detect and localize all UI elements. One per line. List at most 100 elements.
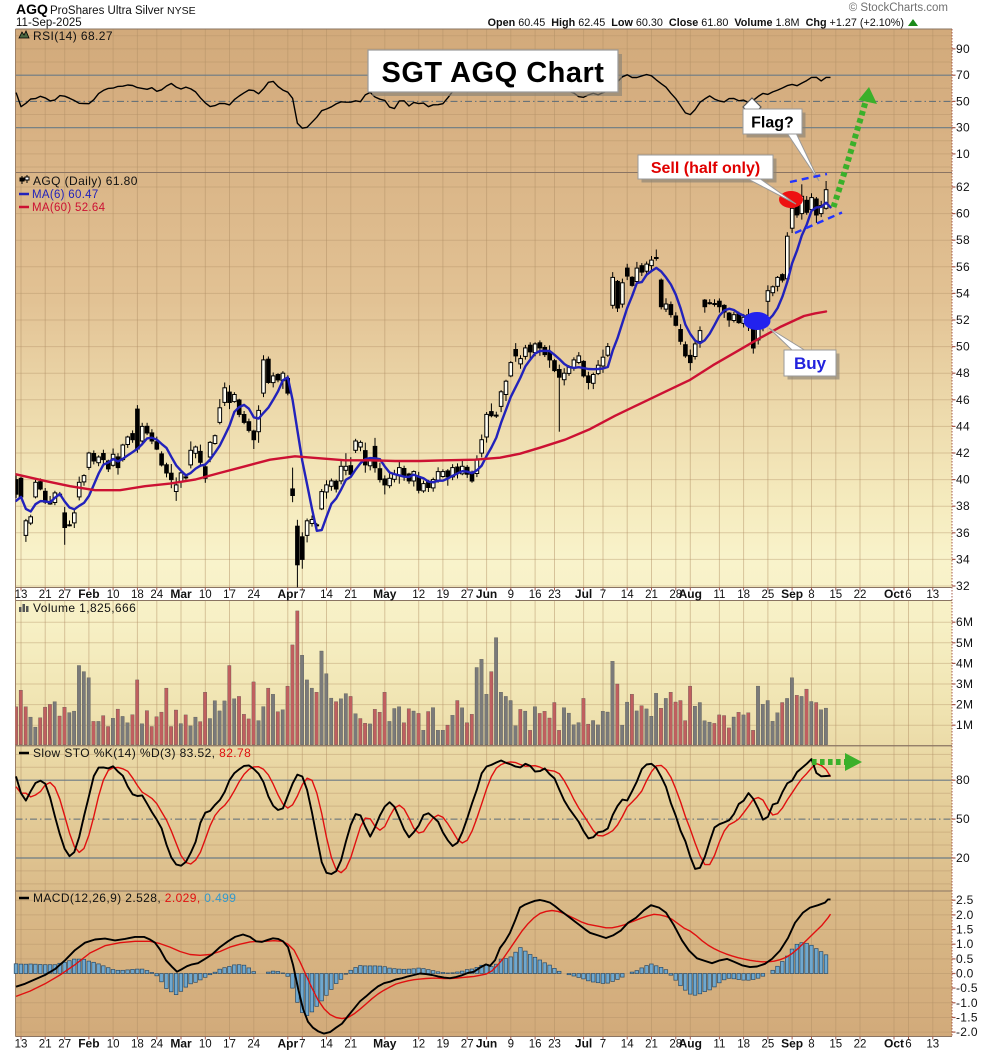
svg-text:50: 50 [956,812,970,826]
svg-text:25: 25 [762,589,775,601]
svg-text:48: 48 [956,366,970,380]
svg-text:2.0: 2.0 [956,908,974,922]
svg-text:-0.5: -0.5 [956,981,978,995]
svg-text:9: 9 [508,589,514,601]
svg-text:34: 34 [956,552,970,566]
svg-text:7: 7 [299,1039,305,1051]
svg-text:56: 56 [956,260,970,274]
svg-text:Aug: Aug [679,587,702,601]
svg-text:30: 30 [956,121,970,135]
svg-text:50: 50 [956,340,970,354]
svg-text:-1.0: -1.0 [956,996,978,1010]
svg-text:10: 10 [107,589,120,601]
svg-text:10: 10 [956,147,970,161]
svg-text:6: 6 [905,1039,911,1051]
svg-text:28: 28 [669,589,682,601]
svg-text:21: 21 [645,589,658,601]
svg-text:Open 60.45 High 62.45 Low 60: Open 60.45 High 62.45 Low 60.30 Close 61… [488,17,904,29]
svg-text:Flag?: Flag? [751,114,794,131]
svg-text:5M: 5M [956,636,973,650]
svg-text:Mar: Mar [170,1037,192,1051]
svg-text:20: 20 [956,851,970,865]
svg-text:27: 27 [58,589,71,601]
svg-text:6: 6 [905,589,911,601]
svg-text:58: 58 [956,233,970,247]
svg-text:7: 7 [600,589,606,601]
svg-text:23: 23 [548,1039,561,1051]
svg-text:Aug: Aug [679,1037,702,1051]
svg-text:12: 12 [412,589,425,601]
svg-text:May: May [373,1037,397,1051]
svg-text:0.5: 0.5 [956,952,974,966]
svg-text:24: 24 [150,589,163,601]
svg-text:Mar: Mar [170,587,192,601]
svg-text:9: 9 [508,1039,514,1051]
svg-text:Jul: Jul [575,587,592,601]
svg-text:13: 13 [15,1039,28,1051]
svg-text:18: 18 [131,589,144,601]
svg-text:6M: 6M [956,615,973,629]
svg-text:24: 24 [247,589,260,601]
svg-text:21: 21 [39,1039,52,1051]
svg-text:ProShares Ultra Silver: ProShares Ultra Silver [50,5,164,17]
svg-text:17: 17 [223,1039,236,1051]
svg-text:25: 25 [762,1039,775,1051]
svg-text:13: 13 [926,589,939,601]
svg-text:22: 22 [854,1039,867,1051]
svg-text:Jun: Jun [476,1037,497,1051]
svg-text:10: 10 [107,1039,120,1051]
svg-text:46: 46 [956,393,970,407]
svg-text:11: 11 [713,589,725,601]
svg-text:MA(6) 60.47: MA(6) 60.47 [32,189,99,201]
svg-text:21: 21 [645,1039,658,1051]
svg-text:7: 7 [299,589,305,601]
svg-text:18: 18 [737,589,750,601]
svg-text:40: 40 [956,473,970,487]
svg-text:15: 15 [829,1039,842,1051]
svg-text:7: 7 [600,1039,606,1051]
svg-text:21: 21 [344,589,357,601]
svg-text:1.0: 1.0 [956,937,974,951]
svg-text:27: 27 [461,1039,474,1051]
svg-text:28: 28 [669,1039,682,1051]
svg-text:Jul: Jul [575,1037,592,1051]
svg-text:NYSE: NYSE [167,5,196,17]
svg-text:17: 17 [223,589,236,601]
svg-text:38: 38 [956,499,970,513]
svg-text:60: 60 [956,207,970,221]
svg-text:AGQ: AGQ [16,1,48,17]
svg-text:© StockCharts.com: © StockCharts.com [849,2,948,14]
svg-text:8: 8 [808,589,814,601]
svg-text:19: 19 [437,1039,450,1051]
svg-text:13: 13 [15,589,28,601]
svg-text:2.5: 2.5 [956,893,974,907]
svg-text:50: 50 [956,94,970,108]
svg-text:90: 90 [956,42,970,56]
svg-text:-1.5: -1.5 [956,1011,978,1025]
svg-text:14: 14 [621,589,634,601]
svg-text:SGT AGQ Chart: SGT AGQ Chart [382,57,605,89]
svg-text:Slow STO %K(14) %D(3) 83.52, 8: Slow STO %K(14) %D(3) 83.52, 82.78 [33,746,251,760]
svg-text:MA(60) 52.64: MA(60) 52.64 [32,202,106,214]
svg-text:22: 22 [854,589,867,601]
svg-text:-2.0: -2.0 [956,1025,978,1039]
svg-text:Feb: Feb [78,587,99,601]
svg-text:1.5: 1.5 [956,923,974,937]
svg-text:2M: 2M [956,698,973,712]
svg-text:15: 15 [829,589,842,601]
svg-text:Jun: Jun [476,587,497,601]
svg-text:16: 16 [529,589,542,601]
svg-text:24: 24 [150,1039,163,1051]
svg-text:44: 44 [956,419,970,433]
svg-text:80: 80 [956,773,970,787]
svg-text:54: 54 [956,286,970,300]
svg-text:52: 52 [956,313,970,327]
svg-text:MACD(12,26,9) 2.528, 2.029, 0.: MACD(12,26,9) 2.528, 2.029, 0.499 [33,891,236,905]
svg-text:11: 11 [713,1039,725,1051]
svg-text:14: 14 [320,1039,333,1051]
svg-text:18: 18 [737,1039,750,1051]
svg-text:0.0: 0.0 [956,967,974,981]
svg-text:12: 12 [412,1039,425,1051]
svg-text:1M: 1M [956,718,973,732]
svg-text:Sep: Sep [781,587,803,601]
